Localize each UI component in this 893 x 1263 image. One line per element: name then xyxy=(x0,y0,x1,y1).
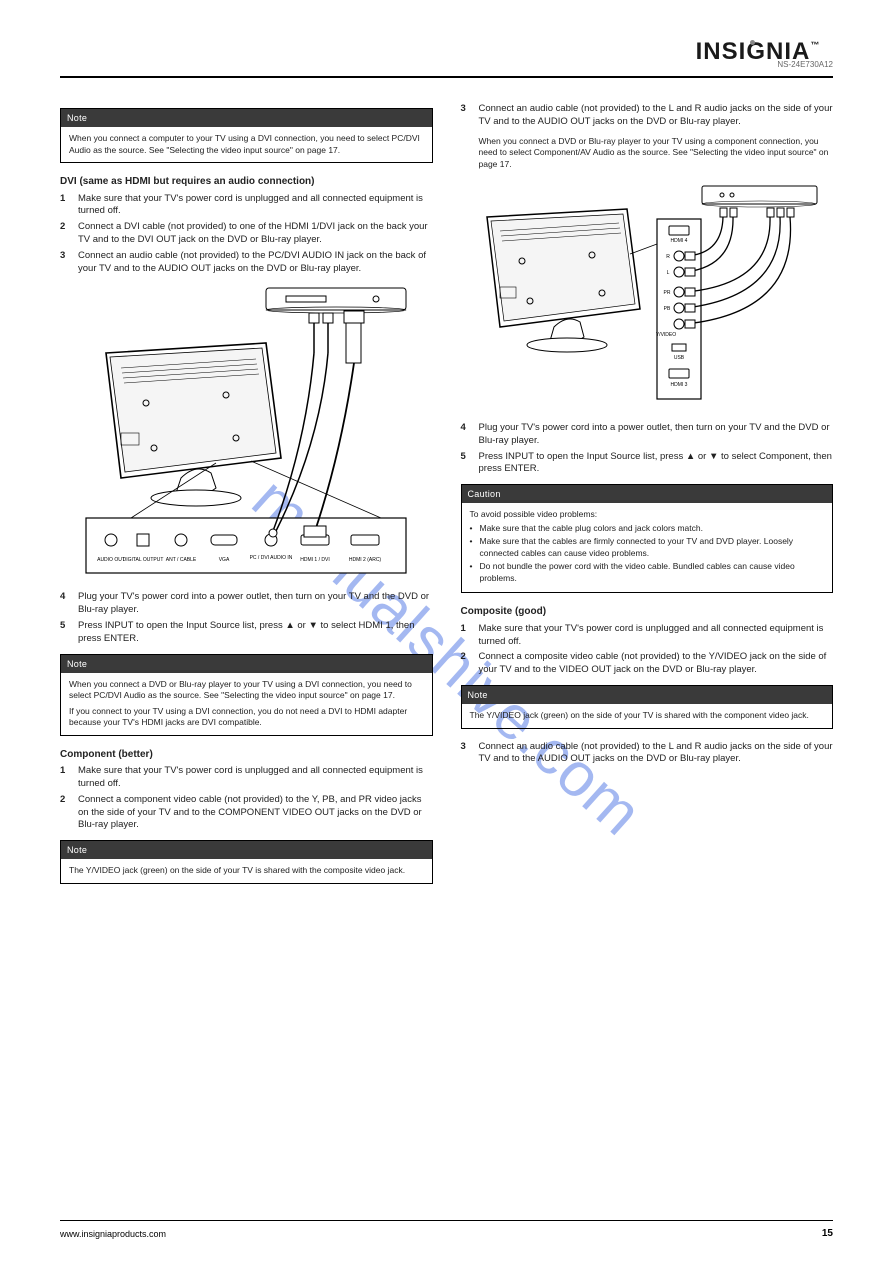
footer-url: www.insigniaproducts.com xyxy=(60,1229,166,1239)
caution-item: Make sure that the cables are firmly con… xyxy=(470,536,825,559)
footer-rule xyxy=(60,1220,833,1221)
step: 2 Connect a component video cable (not p… xyxy=(60,794,433,832)
note-body: The Y/VIDEO jack (green) on the side of … xyxy=(61,859,432,882)
port-label: PB xyxy=(663,306,670,312)
port-label: HDMI 2 (ARC) xyxy=(349,557,382,563)
note-header: Note xyxy=(61,841,432,859)
step-text: Press INPUT to open the Input Source lis… xyxy=(78,620,433,646)
inline-note: When you connect a DVD or Blu-ray player… xyxy=(461,132,834,176)
step: 2 Connect a composite video cable (not p… xyxy=(461,651,834,677)
step: 4 Plug your TV's power cord into a power… xyxy=(461,422,834,448)
right-column: 3 Connect an audio cable (not provided) … xyxy=(461,100,834,1223)
port-label: DIGITAL OUTPUT xyxy=(123,557,164,563)
caution-list: Make sure that the cable plug colors and… xyxy=(470,523,825,584)
dvi-diagram-icon: AUDIO OUT DIGITAL OUTPUT ANT / CABLE VGA… xyxy=(76,283,416,583)
footer-page-number: 15 xyxy=(822,1228,833,1239)
step-number: 2 xyxy=(60,221,72,247)
port-label: HDMI 1 / DVI xyxy=(301,557,330,563)
step: 5 Press INPUT to open the Input Source l… xyxy=(60,620,433,646)
step-number: 1 xyxy=(60,765,72,791)
caution-item: Make sure that the cable plug colors and… xyxy=(470,523,825,534)
port-label: R xyxy=(666,254,670,260)
step-text: Connect a composite video cable (not pro… xyxy=(479,651,834,677)
content-columns: Note When you connect a computer to your… xyxy=(60,100,833,1223)
port-label: L xyxy=(666,270,669,276)
component-diagram-icon: HDMI 4 R L PR PB Y/VIDEO USB xyxy=(472,184,822,414)
caution-box: Caution To avoid possible video problems… xyxy=(461,484,834,593)
port-label: Y/VIDEO xyxy=(656,332,676,338)
step-number: 2 xyxy=(461,651,473,677)
header-rule xyxy=(60,76,833,78)
note-line: When you connect a DVD or Blu-ray player… xyxy=(69,679,424,702)
step: 1 Make sure that your TV's power cord is… xyxy=(60,193,433,219)
note-body: The Y/VIDEO jack (green) on the side of … xyxy=(462,704,833,727)
step-number: 1 xyxy=(60,193,72,219)
step-text: Make sure that your TV's power cord is u… xyxy=(78,765,433,791)
caution-item: Do not bundle the power cord with the vi… xyxy=(470,561,825,584)
note-header: Note xyxy=(61,109,432,127)
step: 1 Make sure that your TV's power cord is… xyxy=(60,765,433,791)
step-text: Connect an audio cable (not provided) to… xyxy=(479,103,834,129)
figure-component: HDMI 4 R L PR PB Y/VIDEO USB xyxy=(461,184,834,414)
note-box-3: Note The Y/VIDEO jack (green) on the sid… xyxy=(60,840,433,884)
step-text: Connect a component video cable (not pro… xyxy=(78,794,433,832)
port-label: HDMI 4 xyxy=(670,238,687,244)
figure-dvi: AUDIO OUT DIGITAL OUTPUT ANT / CABLE VGA… xyxy=(60,283,433,583)
step: 5 Press INPUT to open the Input Source l… xyxy=(461,451,834,477)
step-text: Plug your TV's power cord into a power o… xyxy=(78,591,433,617)
step-number: 1 xyxy=(461,623,473,649)
model-number: NS-24E730A12 xyxy=(777,60,833,69)
step-text: Make sure that your TV's power cord is u… xyxy=(78,193,433,219)
step-number: 2 xyxy=(60,794,72,832)
step-text: Connect an audio cable (not provided) to… xyxy=(78,250,433,276)
left-column: Note When you connect a computer to your… xyxy=(60,100,433,1223)
step: 3 Connect an audio cable (not provided) … xyxy=(461,103,834,129)
subhead-component: Component (better) xyxy=(60,748,433,762)
step-text: Connect an audio cable (not provided) to… xyxy=(479,741,834,767)
page: INSIGNIA™ NS-24E730A12 manualshive.com N… xyxy=(0,0,893,1263)
step-number: 4 xyxy=(60,591,72,617)
note-body: When you connect a DVD or Blu-ray player… xyxy=(61,673,432,735)
step-number: 5 xyxy=(60,620,72,646)
port-label: PC / DVI AUDIO IN xyxy=(250,555,293,561)
subhead-composite: Composite (good) xyxy=(461,605,834,619)
step-text: Connect a DVI cable (not provided) to on… xyxy=(78,221,433,247)
subhead-dvi: DVI (same as HDMI but requires an audio … xyxy=(60,175,433,189)
note-header: Note xyxy=(462,686,833,704)
step-number: 3 xyxy=(461,741,473,767)
brand-tm: ™ xyxy=(810,40,820,50)
step-number: 3 xyxy=(60,250,72,276)
step: 2 Connect a DVI cable (not provided) to … xyxy=(60,221,433,247)
note-body: When you connect a computer to your TV u… xyxy=(61,127,432,162)
caution-header: Caution xyxy=(462,485,833,503)
logo-dot-icon xyxy=(750,40,755,45)
caution-intro: To avoid possible video problems: xyxy=(470,509,825,520)
step-text: Press INPUT to open the Input Source lis… xyxy=(479,451,834,477)
note-header: Note xyxy=(61,655,432,673)
step-text: Make sure that your TV's power cord is u… xyxy=(479,623,834,649)
port-label: USB xyxy=(674,355,685,361)
note-line: If you connect to your TV using a DVI co… xyxy=(69,706,424,729)
step-text: Plug your TV's power cord into a power o… xyxy=(479,422,834,448)
port-label: VGA xyxy=(219,557,230,563)
port-label: ANT / CABLE xyxy=(166,557,197,563)
step-number: 3 xyxy=(461,103,473,129)
caution-body: To avoid possible video problems: Make s… xyxy=(462,503,833,592)
step-number: 5 xyxy=(461,451,473,477)
port-label: HDMI 3 xyxy=(670,382,687,388)
step: 3 Connect an audio cable (not provided) … xyxy=(60,250,433,276)
step: 3 Connect an audio cable (not provided) … xyxy=(461,741,834,767)
note-box-1: Note When you connect a computer to your… xyxy=(60,108,433,163)
step-number: 4 xyxy=(461,422,473,448)
note-box-5: Note The Y/VIDEO jack (green) on the sid… xyxy=(461,685,834,729)
step: 1 Make sure that your TV's power cord is… xyxy=(461,623,834,649)
port-label: AUDIO OUT xyxy=(97,557,125,563)
note-box-2: Note When you connect a DVD or Blu-ray p… xyxy=(60,654,433,736)
port-label: PR xyxy=(663,290,670,296)
step: 4 Plug your TV's power cord into a power… xyxy=(60,591,433,617)
